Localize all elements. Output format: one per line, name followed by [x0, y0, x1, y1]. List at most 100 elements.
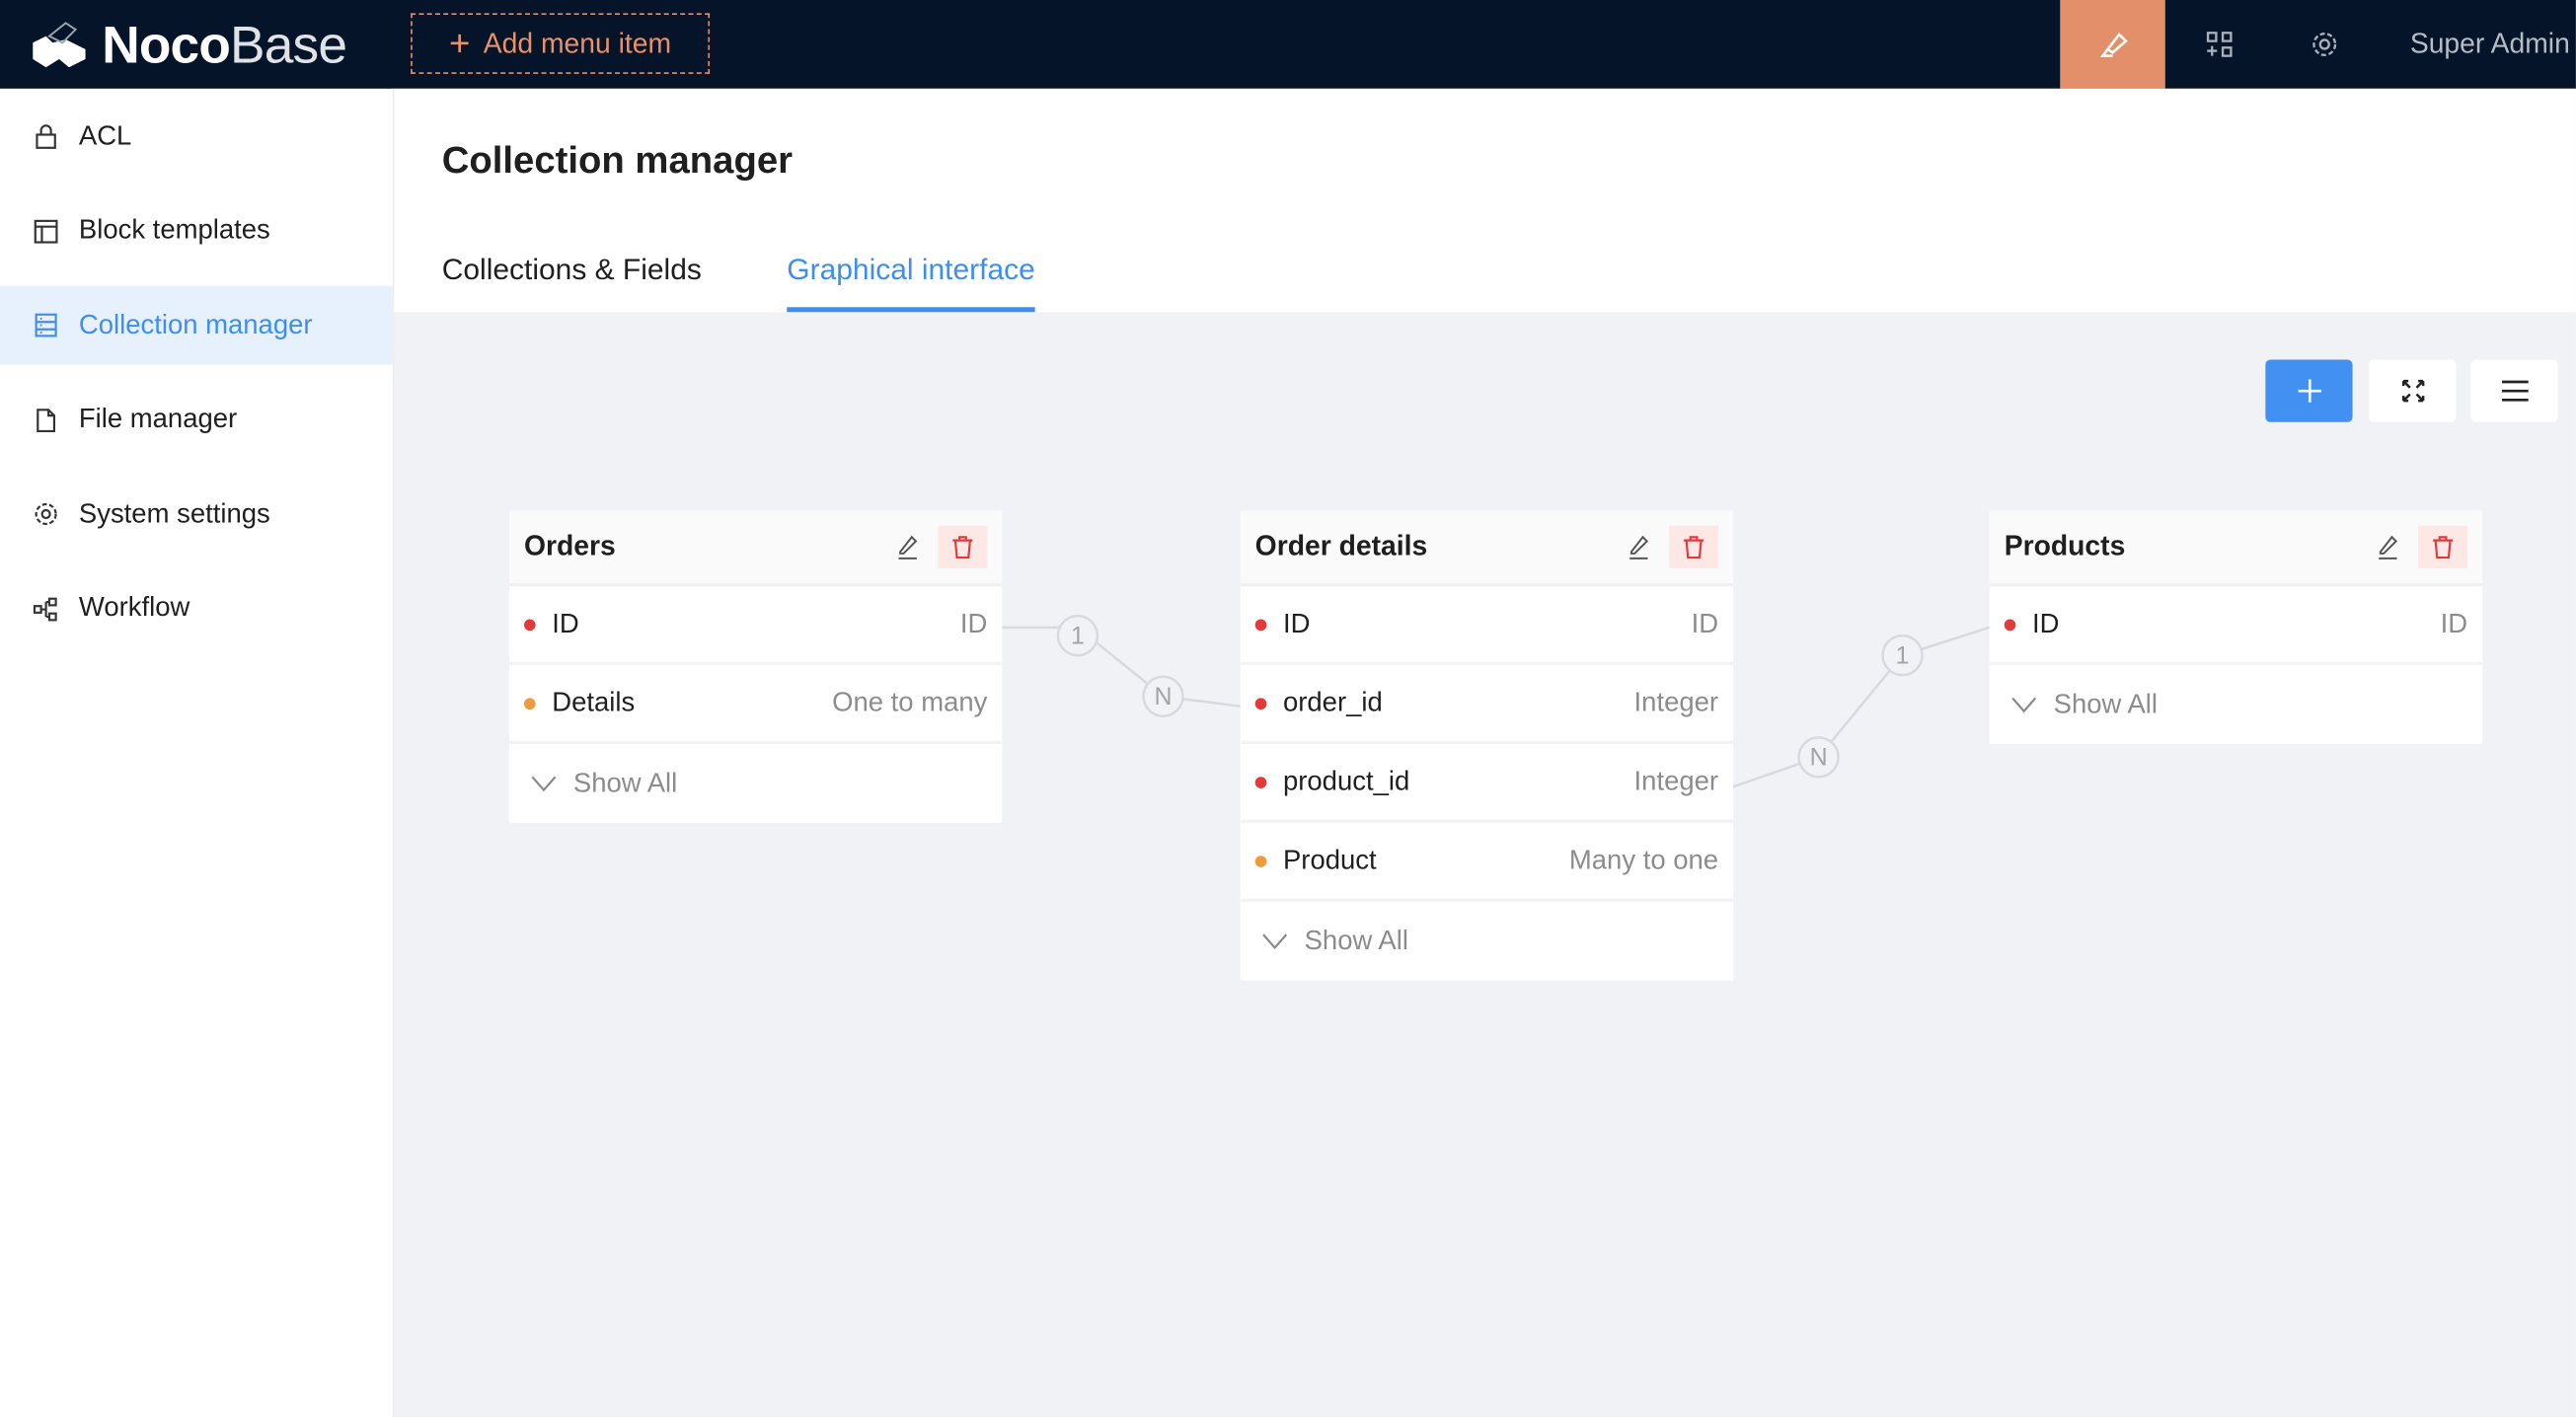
field-type: Integer [1633, 766, 1719, 796]
add-menu-item-button[interactable]: + Add menu item [411, 13, 711, 74]
show-all-button[interactable]: Show All [1241, 902, 1733, 981]
add-menu-item-label: Add menu item [483, 27, 672, 59]
sidebar-item-label: Collection manager [78, 309, 313, 339]
ui-editor-button[interactable] [2060, 0, 2165, 89]
cardinality-label: 1 [1071, 622, 1085, 649]
sidebar-item-label: Block templates [78, 215, 270, 246]
sidebar-item-label: ACL [78, 120, 132, 151]
edit-collection-button[interactable] [1614, 526, 1663, 568]
trash-icon [952, 536, 973, 559]
sidebar-item-acl[interactable]: ACL [0, 97, 393, 176]
sidebar-item-workflow[interactable]: Workflow [0, 569, 393, 648]
field-dot-icon [2004, 618, 2016, 631]
logo[interactable]: Noco Base [30, 14, 347, 75]
sidebar-item-collection-manager[interactable]: Collection manager [0, 285, 393, 365]
tab-graphical-interface[interactable]: Graphical interface [787, 253, 1035, 313]
field-name: order_id [1282, 687, 1383, 717]
cardinality-badge: 1 [1881, 634, 1924, 677]
settings-button[interactable] [2272, 0, 2378, 89]
cardinality-label: N [1154, 683, 1172, 710]
field-name: ID [1282, 608, 1311, 638]
field-dot-icon [523, 618, 536, 631]
show-all-button[interactable]: Show All [1990, 665, 2482, 744]
field-dot-icon [523, 697, 536, 709]
logo-text-thin: Base [230, 14, 347, 74]
chevron-down-icon [1262, 933, 1288, 950]
database-icon [35, 313, 57, 337]
field-name: Product [1282, 845, 1377, 875]
sidebar-item-file-manager[interactable]: File manager [0, 380, 393, 459]
field-type: ID [1691, 608, 1719, 638]
gear-icon [2312, 32, 2337, 56]
collection-card-header: Orders [508, 510, 1003, 587]
menu-button[interactable] [2470, 359, 2558, 422]
field-type: ID [959, 608, 988, 638]
field-row[interactable]: ID ID [1240, 586, 1734, 666]
field-row[interactable]: ID ID [1989, 586, 2483, 666]
field-name: Details [552, 687, 636, 717]
field-type: Integer [1633, 687, 1719, 717]
cardinality-label: N [1810, 744, 1828, 772]
collection-card[interactable]: Products ID ID Show All [1989, 510, 2483, 745]
cardinality-badge: N [1142, 675, 1184, 717]
main-content: Collection manager Collections & Fields … [394, 88, 2576, 1417]
add-collection-button[interactable] [2265, 359, 2353, 422]
field-dot-icon [1254, 618, 1267, 631]
nocobase-logo-icon [33, 22, 86, 68]
field-row[interactable]: Details One to many [508, 665, 1003, 745]
collection-card[interactable]: Orders ID ID Details One to many Show All [508, 510, 1003, 823]
edit-icon [898, 535, 918, 559]
field-row[interactable]: ID ID [508, 586, 1003, 666]
page-header: Collection manager Collections & Fields … [394, 88, 2576, 313]
sidebar: ACL Block templates Collection manager F… [0, 88, 395, 1417]
highlighter-icon [2099, 32, 2128, 57]
field-row[interactable]: order_id Integer [1240, 665, 1734, 745]
delete-collection-button[interactable] [938, 525, 988, 568]
field-row[interactable]: Product Many to one [1240, 823, 1734, 902]
sidebar-item-block-templates[interactable]: Block templates [0, 191, 393, 270]
relation-line-orders-details [1002, 626, 1241, 708]
layout-icon [34, 218, 58, 243]
expand-icon [2401, 379, 2424, 403]
plus-icon: + [449, 22, 471, 64]
field-name: ID [2031, 608, 2060, 638]
fullscreen-button[interactable] [2369, 359, 2457, 422]
collection-name: Order details [1254, 530, 1428, 562]
edit-collection-button[interactable] [2363, 526, 2412, 568]
plus-icon [2297, 379, 2321, 403]
field-type: Many to one [1568, 845, 1719, 875]
sidebar-item-label: Workflow [78, 592, 190, 623]
field-type: ID [2440, 608, 2468, 638]
appstore-add-icon [2206, 32, 2233, 57]
relation-links: 1 N N 1 [1002, 614, 1991, 788]
cardinality-badge: N [1797, 736, 1840, 779]
delete-collection-button[interactable] [1669, 525, 1719, 568]
delete-collection-button[interactable] [2418, 525, 2468, 568]
chevron-down-icon [2011, 697, 2037, 713]
collection-card[interactable]: Order details ID ID order_id Integer product… [1240, 510, 1734, 981]
collection-name: Products [2004, 530, 2126, 562]
relation-line-details-products [1732, 626, 1991, 788]
field-name: product_id [1282, 766, 1410, 796]
user-menu[interactable]: Super Admin [2409, 28, 2570, 59]
menu-icon [2501, 380, 2528, 402]
cardinality-label: 1 [1896, 641, 1910, 669]
tab-collections-fields[interactable]: Collections & Fields [441, 253, 702, 286]
trash-icon [2433, 536, 2454, 559]
show-all-label: Show All [2053, 689, 2158, 719]
collection-name: Orders [523, 530, 616, 562]
workflow-icon [33, 596, 57, 621]
trash-icon [1684, 536, 1705, 559]
edit-icon [1629, 535, 1649, 559]
field-name: ID [552, 608, 579, 638]
edit-icon [2379, 535, 2398, 559]
show-all-button[interactable]: Show All [509, 744, 1002, 823]
gear-icon [35, 502, 57, 526]
page-title: Collection manager [441, 137, 794, 182]
sidebar-item-label: File manager [78, 404, 238, 434]
edit-collection-button[interactable] [882, 526, 932, 568]
plugins-button[interactable] [2166, 0, 2272, 89]
show-all-label: Show All [572, 768, 678, 798]
field-row[interactable]: product_id Integer [1240, 744, 1734, 823]
sidebar-item-system-settings[interactable]: System settings [0, 475, 393, 554]
